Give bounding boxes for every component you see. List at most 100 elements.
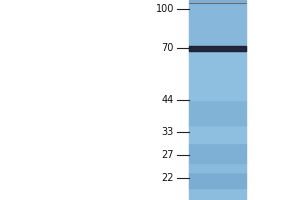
Bar xyxy=(189,182,246,183)
Bar xyxy=(189,15,246,16)
Bar xyxy=(189,90,246,91)
Bar xyxy=(189,69,246,70)
Bar xyxy=(189,81,246,82)
Bar xyxy=(189,3,246,4)
Bar xyxy=(189,29,246,30)
Bar xyxy=(189,117,246,118)
Bar xyxy=(189,188,246,189)
Bar xyxy=(189,142,246,143)
Bar xyxy=(189,99,246,100)
Bar xyxy=(189,144,246,145)
Bar xyxy=(189,145,246,146)
Bar xyxy=(189,156,246,157)
Bar xyxy=(189,79,246,80)
Bar xyxy=(189,149,246,150)
Bar xyxy=(189,163,246,164)
Bar xyxy=(189,128,246,129)
Bar xyxy=(189,41,246,42)
Bar xyxy=(189,50,246,51)
Bar xyxy=(189,171,246,172)
Bar xyxy=(189,62,246,63)
Bar xyxy=(189,104,246,105)
Bar xyxy=(189,58,246,59)
Bar xyxy=(189,178,246,179)
Bar xyxy=(189,57,246,58)
Bar xyxy=(189,72,246,73)
Bar xyxy=(189,113,246,114)
Text: 27: 27 xyxy=(161,150,174,160)
Bar xyxy=(189,47,246,48)
Bar xyxy=(189,26,246,27)
Bar xyxy=(189,181,246,182)
Bar xyxy=(189,1,246,2)
Bar xyxy=(189,161,246,162)
Bar xyxy=(189,22,246,23)
Bar xyxy=(189,76,246,77)
Bar xyxy=(189,111,246,112)
Bar xyxy=(189,44,246,45)
Bar xyxy=(189,16,246,17)
Bar xyxy=(189,105,246,106)
Bar xyxy=(189,68,246,69)
Bar xyxy=(189,118,246,119)
Bar xyxy=(189,115,246,116)
Bar xyxy=(189,8,246,9)
Bar xyxy=(189,14,246,15)
Bar xyxy=(189,30,246,31)
Bar xyxy=(189,40,246,41)
Bar xyxy=(189,187,246,188)
Bar xyxy=(189,191,246,192)
Bar xyxy=(189,114,246,115)
Bar xyxy=(189,107,246,108)
Bar xyxy=(189,148,246,149)
Bar xyxy=(189,162,246,163)
Bar xyxy=(189,73,246,74)
Bar xyxy=(189,174,246,175)
Bar xyxy=(189,23,246,24)
Bar xyxy=(189,125,246,126)
Bar xyxy=(189,24,246,25)
Bar xyxy=(189,122,246,123)
Bar xyxy=(189,160,246,161)
Bar xyxy=(189,88,246,89)
Bar xyxy=(189,196,246,197)
Bar xyxy=(189,2,246,3)
Text: 22: 22 xyxy=(161,173,174,183)
Bar xyxy=(189,87,246,88)
Text: 33: 33 xyxy=(162,127,174,137)
Bar xyxy=(189,86,246,87)
Bar xyxy=(189,190,246,191)
Bar xyxy=(189,56,246,57)
Bar xyxy=(189,7,246,8)
Bar xyxy=(189,137,246,138)
Bar xyxy=(189,89,246,90)
Text: 70: 70 xyxy=(162,43,174,53)
Bar xyxy=(189,42,246,43)
Bar xyxy=(189,133,246,134)
Bar xyxy=(189,55,246,56)
Bar xyxy=(189,71,246,72)
Bar xyxy=(189,176,246,177)
Bar xyxy=(189,197,246,198)
Bar xyxy=(189,129,246,130)
Bar xyxy=(189,83,246,84)
Bar xyxy=(189,94,246,95)
Bar xyxy=(189,75,246,76)
Bar xyxy=(189,39,246,40)
Bar xyxy=(189,183,246,184)
Bar xyxy=(189,180,246,181)
Bar xyxy=(189,84,246,85)
Bar xyxy=(189,189,246,190)
Bar xyxy=(189,186,246,187)
Bar xyxy=(189,179,246,180)
Bar xyxy=(189,134,246,135)
Bar xyxy=(189,34,246,35)
Bar xyxy=(189,136,246,137)
Bar xyxy=(189,53,246,54)
Bar xyxy=(189,31,246,32)
Bar xyxy=(189,59,246,60)
Bar xyxy=(189,37,246,38)
Bar xyxy=(189,35,246,36)
Bar xyxy=(189,64,246,65)
Bar xyxy=(189,172,246,173)
